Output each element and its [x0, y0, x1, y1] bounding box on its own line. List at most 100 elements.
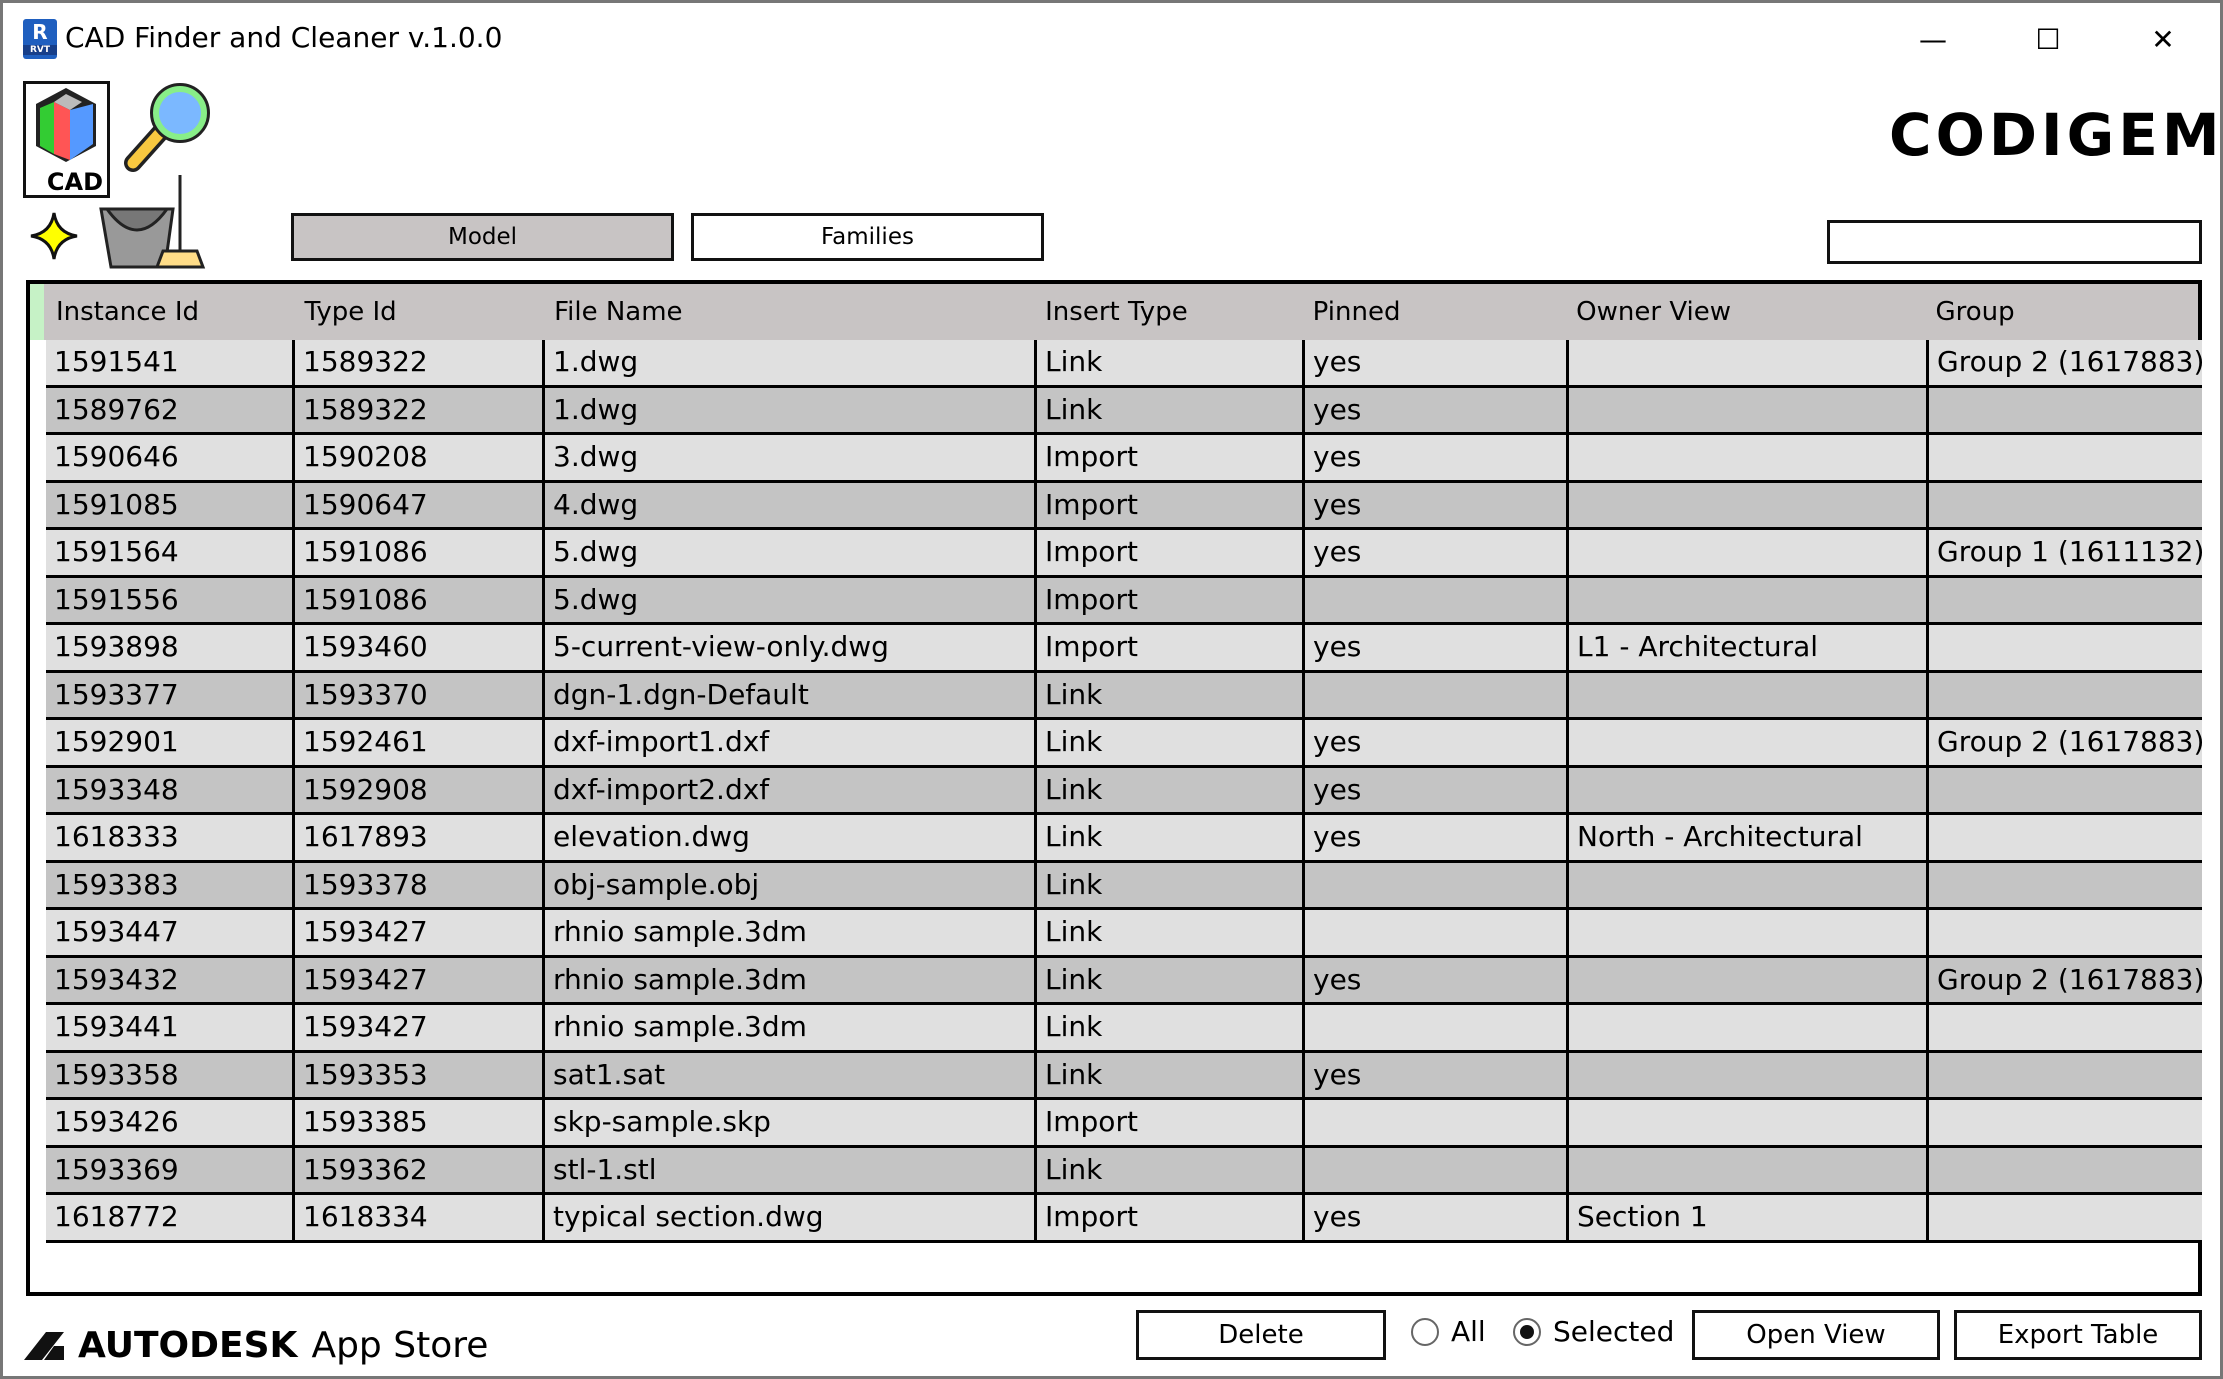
- table-cell: Group 2 (1617883): [1937, 345, 2202, 378]
- table-cell: [1305, 1147, 1569, 1192]
- table-cell: 1593426: [46, 1100, 295, 1145]
- search-input[interactable]: [1827, 220, 2202, 264]
- table-cell: [1569, 577, 1929, 622]
- table-cell: 1593369: [46, 1147, 295, 1192]
- table-cell: 1592901: [46, 720, 295, 765]
- table-cell: 1591085: [46, 482, 295, 527]
- radio-checked-icon: [1513, 1317, 1541, 1346]
- radio-all[interactable]: All: [1411, 1315, 1486, 1348]
- table-row[interactable]: 1618772 1618334 typical section.dwg Import y…: [46, 1195, 2202, 1243]
- column-header[interactable]: Pinned: [1312, 297, 1401, 327]
- radio-selected[interactable]: Selected: [1513, 1315, 1674, 1348]
- maximize-button[interactable]: ☐: [2035, 22, 2061, 56]
- column-header[interactable]: Instance Id: [55, 297, 199, 327]
- table-cell: [1569, 720, 1929, 765]
- minimize-button[interactable]: —: [1919, 22, 1947, 56]
- table-cell: North - Architectural: [1569, 815, 1929, 860]
- table-cell: [1929, 673, 2202, 718]
- autodesk-text: AUTODESK: [78, 1325, 298, 1366]
- column-header[interactable]: Owner View: [1576, 297, 1732, 327]
- table-cell: 1593385: [295, 1100, 545, 1145]
- table-cell: Group 2 (1617883): [1937, 725, 2202, 758]
- table-cell: [1929, 625, 2202, 670]
- table-cell: 1617893: [295, 815, 545, 860]
- table-row[interactable]: 1593348 1592908 dxf-import2.dxf Link yes: [46, 767, 2202, 815]
- magnifier-icon: [124, 83, 210, 172]
- table-cell: 5.dwg: [545, 577, 1037, 622]
- table-cell: 3.dwg: [545, 435, 1037, 480]
- revit-app-icon: R RVT: [23, 19, 57, 59]
- tab-model[interactable]: Model: [291, 213, 674, 261]
- app-icon-sub: RVT: [23, 45, 57, 55]
- table-cell: 1593427: [295, 910, 545, 955]
- table-cell: 1593898: [46, 625, 295, 670]
- table-cell: [1305, 1005, 1569, 1050]
- table-cell: 1618772: [46, 1195, 295, 1240]
- sparkle-icon: [30, 212, 78, 260]
- close-button[interactable]: ✕: [2151, 22, 2175, 56]
- table-row[interactable]: 1590646 1590208 3.dwg Import yes: [46, 435, 2202, 483]
- table-cell: 1618333: [46, 815, 295, 860]
- table-cell: 1589762: [46, 387, 295, 432]
- delete-button[interactable]: Delete: [1136, 1310, 1386, 1360]
- table-cell: Link: [1037, 862, 1305, 907]
- table-row[interactable]: 1593447 1593427 rhnio sample.3dm Link: [46, 910, 2202, 958]
- table-row[interactable]: 1589762 1589322 1.dwg Link yes: [46, 387, 2202, 435]
- table-cell: 1589322: [295, 387, 545, 432]
- table-cell: L1 - Architectural: [1569, 625, 1929, 670]
- column-header[interactable]: File Name: [554, 297, 683, 327]
- table-cell: [1305, 672, 1569, 717]
- table-cell: 1591541: [46, 340, 295, 385]
- column-header[interactable]: Type Id: [304, 297, 397, 327]
- export-table-button[interactable]: Export Table: [1954, 1310, 2202, 1360]
- table-cell: [1929, 1005, 2202, 1050]
- table-cell: Section 1: [1569, 1195, 1929, 1240]
- table-row[interactable]: 1591085 1590647 4.dwg Import yes: [46, 482, 2202, 530]
- table-cell: [1569, 530, 1929, 575]
- table-cell: 1590208: [295, 435, 545, 480]
- table-cell: yes: [1305, 1052, 1569, 1097]
- table-cell: 1593427: [295, 1005, 545, 1050]
- table-row[interactable]: 1618333 1617893 elevation.dwg Link yes North …: [46, 815, 2202, 863]
- table-cell: 1593378: [295, 862, 545, 907]
- table-row[interactable]: 1593358 1593353 sat1.sat Link yes: [46, 1052, 2202, 1100]
- column-header[interactable]: Insert Type: [1045, 297, 1188, 327]
- codigem-logo: CODIGEM: [1889, 101, 2223, 169]
- table-cell: yes: [1305, 957, 1569, 1002]
- table-row[interactable]: 1591564 1591086 5.dwg Import yes Group 1 (161…: [46, 530, 2202, 578]
- bucket-broom-icon: [99, 175, 206, 269]
- table-cell: Import: [1037, 1195, 1305, 1240]
- table-cell: [1569, 1147, 1929, 1192]
- table-cell: Link: [1037, 815, 1305, 860]
- table-cell: sat1.sat: [545, 1052, 1037, 1097]
- radio-circle-icon: [1411, 1317, 1439, 1346]
- table-cell: obj-sample.obj: [545, 862, 1037, 907]
- table-row[interactable]: 1593383 1593378 obj-sample.obj Link: [46, 862, 2202, 910]
- tab-families[interactable]: Families: [691, 213, 1044, 261]
- table-cell: Import: [1037, 625, 1305, 670]
- table-row[interactable]: 1593898 1593460 5-current-view-only.dwg Imp…: [46, 625, 2202, 673]
- table-cell: 1.dwg: [545, 340, 1037, 385]
- table-row[interactable]: 1593426 1593385 skp-sample.skp Import: [46, 1100, 2202, 1148]
- table-row[interactable]: 1593432 1593427 rhnio sample.3dm Link yes Gro…: [46, 957, 2202, 1005]
- table-cell: [1929, 815, 2202, 860]
- table-row[interactable]: 1593441 1593427 rhnio sample.3dm Link: [46, 1005, 2202, 1053]
- table-row[interactable]: 1591556 1591086 5.dwg Import: [46, 577, 2202, 625]
- table-cell: Group 1 (1611132): [1937, 535, 2202, 568]
- table-cell: dxf-import1.dxf: [545, 720, 1037, 765]
- table-row[interactable]: 1591541 1589322 1.dwg Link yes Group 2 (16178…: [46, 340, 2202, 388]
- table-cell: [1305, 1100, 1569, 1145]
- table-row[interactable]: 1592901 1592461 dxf-import1.dxf Link yes Grou…: [46, 720, 2202, 768]
- table-cell: yes: [1305, 435, 1569, 480]
- table-cell: [1929, 388, 2202, 433]
- table-cell: Import: [1037, 1100, 1305, 1145]
- table-row[interactable]: 1593369 1593362 stl-1.stl Link: [46, 1147, 2202, 1195]
- table-cell: [1929, 1100, 2202, 1145]
- table-cell: 1593358: [46, 1052, 295, 1097]
- open-view-button[interactable]: Open View: [1692, 1310, 1940, 1360]
- table-cell: Link: [1037, 910, 1305, 955]
- table-cell: elevation.dwg: [545, 815, 1037, 860]
- table-cell: [1929, 483, 2202, 528]
- table-row[interactable]: 1593377 1593370 dgn-1.dgn-Default Link: [46, 672, 2202, 720]
- column-header[interactable]: Group: [1935, 297, 2015, 327]
